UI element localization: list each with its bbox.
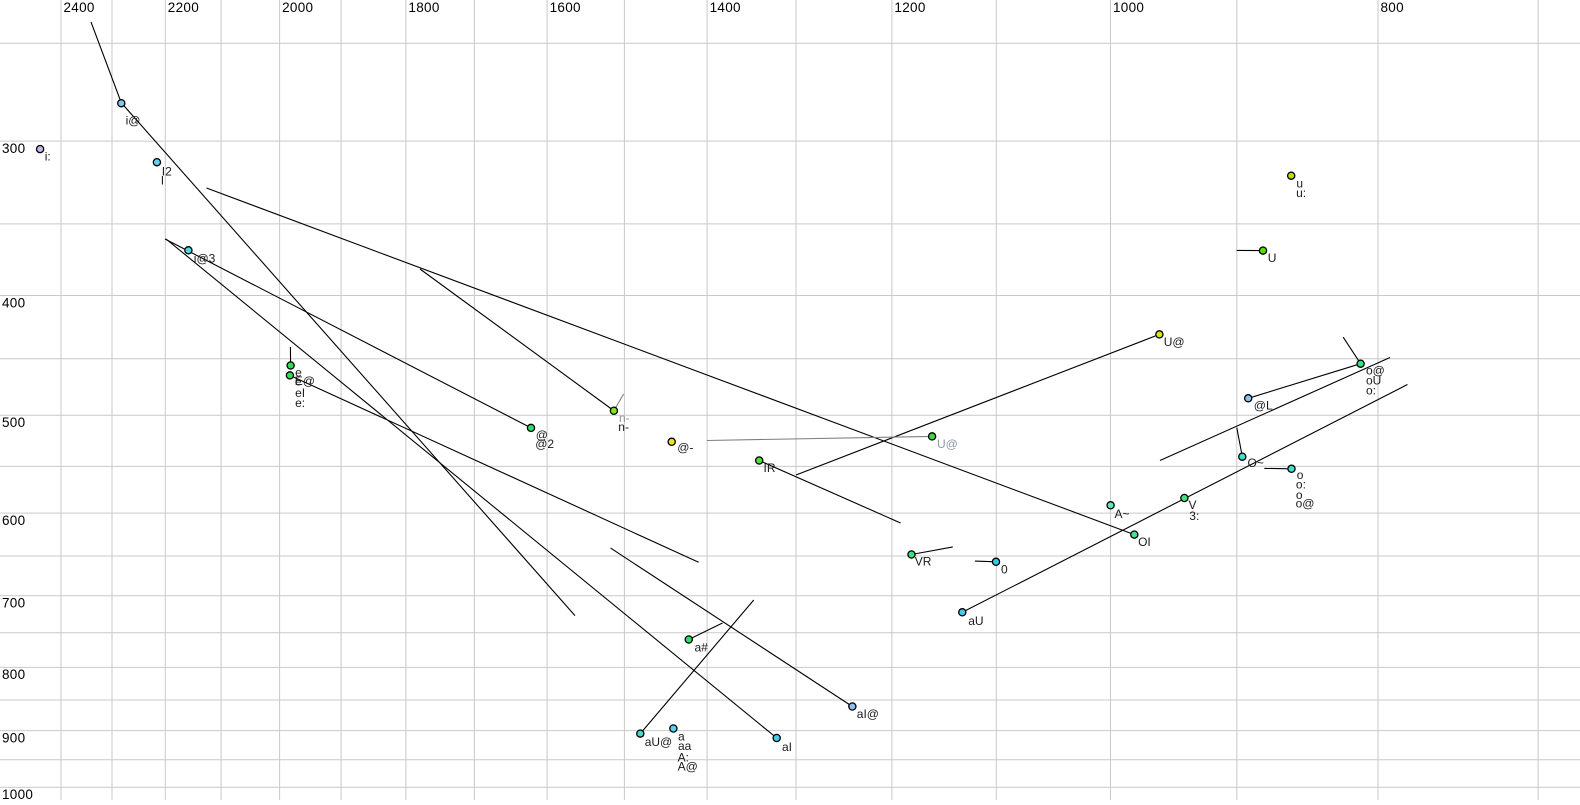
svg-text:aU@: aU@ [645,735,673,749]
svg-text:A~: A~ [1115,507,1130,521]
svg-text:900: 900 [2,730,25,745]
svg-text:A@: A@ [678,760,698,774]
svg-text:800: 800 [1381,0,1404,15]
svg-text:o:: o: [1366,383,1376,397]
svg-text:O~: O~ [1248,456,1264,470]
svg-text:U@: U@ [937,437,958,451]
svg-text:1400: 1400 [710,0,741,15]
svg-text:3:: 3: [1189,509,1199,523]
svg-text:n-: n- [618,420,629,434]
svg-text:800: 800 [2,667,25,682]
svg-text:@2: @2 [535,437,554,451]
svg-text:aI: aI [782,740,792,754]
svg-text:700: 700 [2,596,25,611]
svg-text:2000: 2000 [282,0,313,15]
svg-text:o@: o@ [1296,497,1315,511]
svg-text:2200: 2200 [168,0,199,15]
svg-text:aU: aU [968,614,983,628]
svg-text:u:: u: [1296,186,1306,200]
svg-text:i:: i: [45,149,51,163]
svg-text:0: 0 [1001,563,1008,577]
svg-text:300: 300 [2,141,25,156]
svg-text:i@: i@ [126,114,141,128]
svg-text:2400: 2400 [64,0,95,15]
svg-text:1600: 1600 [550,0,581,15]
svg-text:400: 400 [2,295,25,310]
svg-text:OI: OI [1138,535,1151,549]
svg-text:1800: 1800 [408,0,439,15]
svg-text:a#: a# [695,641,709,655]
svg-text:aI@: aI@ [857,707,879,721]
svg-text:IR: IR [764,461,776,475]
svg-text:@L: @L [1254,399,1273,413]
svg-text:U: U [1268,251,1277,265]
svg-text:1000: 1000 [1113,0,1144,15]
svg-text:1000: 1000 [2,787,33,800]
svg-text:e:: e: [295,396,305,410]
svg-text:I: I [161,174,164,188]
svg-text:VR: VR [915,555,932,569]
svg-text:500: 500 [2,415,25,430]
svg-text:U@: U@ [1164,335,1185,349]
svg-text:1200: 1200 [894,0,925,15]
svg-text:i@3: i@3 [194,251,216,265]
svg-text:600: 600 [2,513,25,528]
svg-text:@-: @- [677,441,693,455]
